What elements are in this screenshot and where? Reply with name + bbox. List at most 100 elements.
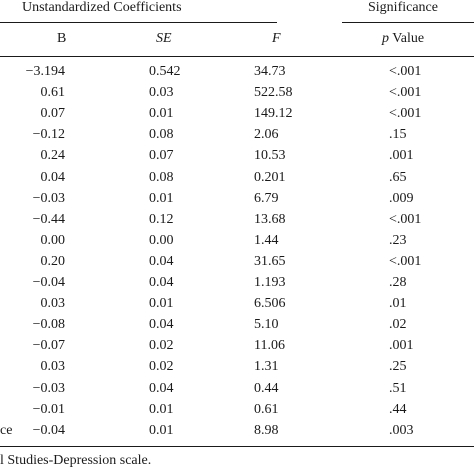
- cell-se: 0.12: [149, 211, 174, 227]
- table-row: 0.04 0.08 0.201 .65: [0, 167, 474, 188]
- cell-se: 0.07: [149, 148, 174, 164]
- cell-se: 0.08: [149, 169, 174, 185]
- cell-f: 1.193: [254, 275, 286, 290]
- cell-se: 0.542: [149, 64, 181, 79]
- column-header-b: B: [57, 31, 67, 46]
- cell-se: 0.01: [149, 106, 174, 122]
- cell-p-value: <.001: [389, 106, 422, 122]
- cell-f: 2.06: [254, 127, 279, 143]
- cell-f: 0.61: [254, 401, 279, 417]
- cell-f: 1.44: [254, 232, 279, 248]
- table-row: −0.12 0.08 2.06 .15: [0, 124, 474, 145]
- cell-f: 13.68: [254, 211, 286, 227]
- cell-f: 1.31: [254, 359, 279, 375]
- cell-b: −3.194: [25, 64, 65, 79]
- cell-se: 0.04: [149, 253, 174, 269]
- table-row: −0.44 0.12 13.68 <.001: [0, 209, 474, 230]
- cell-p-value: .003: [389, 422, 414, 438]
- cell-se: 0.04: [149, 317, 174, 333]
- cell-f: 522.58: [254, 85, 293, 101]
- cell-se: 0.03: [149, 85, 174, 101]
- table-row: −0.03 0.01 6.79 .009: [0, 188, 474, 209]
- column-header-p-value: p Value: [382, 30, 424, 48]
- column-header-f: F: [272, 31, 281, 46]
- group-rule-unstandardized: [0, 22, 277, 23]
- cell-b: −0.44: [32, 211, 65, 227]
- cell-p-value: .01: [389, 296, 407, 312]
- table-row: −0.03 0.04 0.44 .51: [0, 378, 474, 399]
- cell-b: −0.04: [32, 422, 65, 438]
- value-word: Value: [389, 31, 425, 46]
- cell-se: 0.04: [149, 275, 174, 290]
- cell-se: 0.01: [149, 401, 174, 417]
- cell-se: 0.01: [149, 422, 174, 438]
- cell-f: 31.65: [254, 253, 286, 269]
- cell-p-value: .51: [389, 380, 407, 396]
- cell-b: −0.03: [32, 380, 65, 396]
- cell-b: −0.08: [32, 317, 65, 333]
- table-row: 0.61 0.03 522.58 <.001: [0, 82, 474, 103]
- cell-p-value: .15: [389, 127, 407, 143]
- cell-f: 6.506: [254, 296, 286, 312]
- cell-f: 0.44: [254, 380, 279, 396]
- group-header-unstandardized: Unstandardized Coefficients: [22, 0, 182, 15]
- cell-b: 0.03: [40, 296, 66, 312]
- table-row: −3.194 0.542 34.73 <.001: [0, 61, 474, 82]
- table-row: 0.00 0.00 1.44 .23: [0, 230, 474, 251]
- cell-p-value: .65: [389, 169, 407, 185]
- cell-f: 149.12: [254, 106, 293, 122]
- cell-se: 0.01: [149, 190, 174, 206]
- cell-b: −0.01: [32, 401, 65, 417]
- p-symbol: p: [382, 31, 389, 46]
- cell-p-value: .001: [389, 148, 414, 164]
- cell-p-value: .001: [389, 338, 414, 354]
- cell-p-value: <.001: [389, 85, 422, 101]
- header-bottom-rule: [0, 56, 474, 57]
- table-footnote: l Studies-Depression scale.: [0, 453, 152, 468]
- cell-b: −0.07: [32, 338, 65, 354]
- cell-p-value: <.001: [389, 253, 422, 269]
- cell-f: 6.79: [254, 190, 279, 206]
- table-row: 0.20 0.04 31.65 <.001: [0, 251, 474, 272]
- cell-f: 34.73: [254, 64, 286, 79]
- cell-f: 11.06: [254, 338, 285, 354]
- cell-se: 0.02: [149, 359, 174, 375]
- cell-p-value: <.001: [389, 211, 422, 227]
- cell-p-value: .23: [389, 232, 407, 248]
- table-row: −0.07 0.02 11.06 .001: [0, 335, 474, 356]
- cell-f: 8.98: [254, 422, 279, 438]
- cell-se: 0.01: [149, 296, 174, 312]
- table-row: −0.08 0.04 5.10 .02: [0, 314, 474, 335]
- cell-b: 0.07: [40, 106, 66, 122]
- cell-p-value: .28: [389, 275, 407, 290]
- cell-f: 0.201: [254, 169, 286, 185]
- table-row: 0.24 0.07 10.53 .001: [0, 145, 474, 166]
- column-header-se: SE: [156, 31, 172, 46]
- cell-se: 0.08: [149, 127, 174, 143]
- cell-p-value: <.001: [389, 64, 422, 79]
- table-row: −0.01 0.01 0.61 .44: [0, 399, 474, 420]
- group-rule-significance: [342, 22, 474, 23]
- table-row: 0.07 0.01 149.12 <.001: [0, 103, 474, 124]
- cell-b: 0.24: [40, 148, 66, 164]
- cell-p-value: .44: [389, 401, 407, 417]
- cell-f: 10.53: [254, 148, 286, 164]
- cell-b: −0.12: [32, 127, 65, 143]
- cell-p-value: .009: [389, 190, 414, 206]
- table-row: 0.03 0.01 6.506 .01: [0, 293, 474, 314]
- cell-b: 0.00: [40, 232, 66, 248]
- group-header-significance: Significance: [368, 0, 438, 15]
- cell-se: 0.02: [149, 338, 174, 354]
- cell-p-value: .25: [389, 359, 407, 375]
- cell-se: 0.00: [149, 232, 174, 248]
- table-row: −0.04 0.04 1.193 .28: [0, 272, 474, 293]
- table-bottom-rule: [0, 446, 474, 447]
- row-label: ce: [0, 422, 13, 438]
- cell-p-value: .02: [389, 317, 407, 333]
- cell-b: 0.20: [40, 253, 66, 269]
- cell-b: 0.61: [40, 85, 66, 101]
- table-row: 0.03 0.02 1.31 .25: [0, 356, 474, 377]
- cell-se: 0.04: [149, 380, 174, 396]
- cell-b: 0.04: [40, 169, 66, 185]
